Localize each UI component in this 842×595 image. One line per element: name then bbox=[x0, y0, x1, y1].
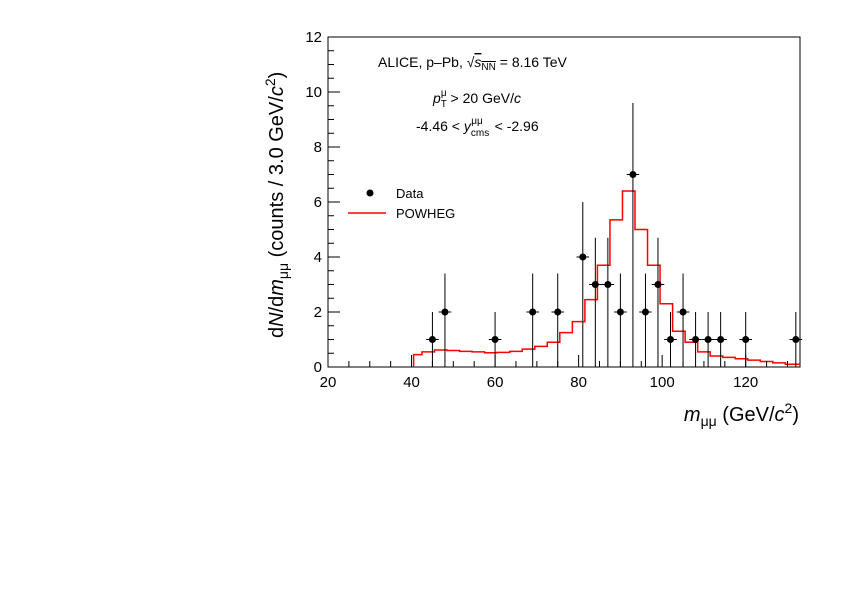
data-marker bbox=[654, 281, 662, 288]
data-point bbox=[601, 237, 615, 367]
data-point bbox=[639, 273, 652, 367]
data-points bbox=[426, 103, 803, 367]
data-point bbox=[426, 312, 439, 367]
plot-frame bbox=[327, 36, 801, 368]
data-marker bbox=[428, 336, 436, 343]
x-tick-label: 20 bbox=[320, 374, 337, 391]
annotation-line2: pTμ > 20 GeV/c bbox=[432, 88, 521, 110]
data-marker bbox=[604, 281, 612, 288]
legend-entry-data: Data bbox=[366, 186, 424, 201]
x-axis-title: mμμ (GeV/c2) bbox=[684, 400, 799, 429]
y-tick-label: 6 bbox=[314, 194, 322, 211]
data-marker bbox=[554, 308, 562, 316]
data-marker bbox=[616, 308, 624, 316]
data-marker bbox=[641, 308, 649, 316]
data-point bbox=[676, 273, 690, 367]
x-tick-label: 60 bbox=[487, 374, 504, 391]
y-tick-label: 4 bbox=[314, 249, 322, 266]
annotation-line3: -4.46 < ycmsμμ < -2.96 bbox=[416, 116, 539, 139]
legend: Data POWHEG bbox=[348, 186, 455, 221]
data-marker bbox=[591, 281, 599, 288]
data-marker bbox=[679, 308, 687, 316]
x-tick-label: 40 bbox=[403, 374, 420, 391]
data-point bbox=[789, 312, 803, 367]
annotation-block: ALICE, p–Pb, √sNN = 8.16 TeV pTμ > 20 Ge… bbox=[378, 54, 567, 139]
powheg-histogram bbox=[412, 190, 800, 367]
data-point bbox=[526, 273, 539, 367]
powheg-step-line bbox=[412, 190, 800, 367]
data-point bbox=[576, 202, 590, 367]
data-marker bbox=[667, 336, 675, 343]
data-point bbox=[589, 237, 602, 367]
x-tick-label: 80 bbox=[570, 374, 587, 391]
data-point bbox=[651, 237, 665, 367]
data-point bbox=[664, 312, 677, 367]
data-point bbox=[701, 312, 715, 367]
y-axis-title: dN/dmμμ (counts / 3.0 GeV/c2) bbox=[262, 72, 291, 338]
legend-entry-powheg: POWHEG bbox=[348, 206, 455, 221]
data-point bbox=[714, 312, 727, 367]
data-marker bbox=[491, 336, 499, 343]
x-axis: 20 40 60 80 100 120 bbox=[320, 355, 788, 391]
data-marker bbox=[629, 171, 637, 178]
data-point bbox=[551, 273, 564, 367]
data-marker bbox=[529, 308, 537, 316]
y-tick-label: 10 bbox=[305, 84, 322, 101]
x-tick-label: 120 bbox=[733, 374, 758, 391]
data-marker bbox=[692, 336, 700, 343]
y-tick-label: 2 bbox=[314, 304, 322, 321]
data-marker bbox=[742, 336, 750, 343]
y-tick-label: 0 bbox=[314, 359, 322, 376]
x-tick-label: 100 bbox=[650, 374, 675, 391]
legend-label-data: Data bbox=[396, 186, 424, 201]
data-marker bbox=[717, 336, 725, 343]
data-point bbox=[626, 103, 640, 367]
data-marker bbox=[441, 308, 449, 316]
data-marker bbox=[704, 336, 712, 343]
y-tick-label: 12 bbox=[305, 29, 322, 46]
plot-area bbox=[327, 36, 801, 368]
legend-label-powheg: POWHEG bbox=[396, 206, 455, 221]
data-marker bbox=[792, 336, 800, 343]
data-point bbox=[689, 312, 702, 367]
data-marker bbox=[579, 253, 587, 261]
annotation-line1: ALICE, p–Pb, √sNN = 8.16 TeV bbox=[378, 54, 567, 73]
y-axis: 0 2 4 6 8 10 12 bbox=[305, 29, 340, 376]
y-tick-label: 8 bbox=[314, 139, 322, 156]
data-point bbox=[438, 273, 452, 367]
legend-marker-data bbox=[366, 189, 374, 197]
data-point bbox=[614, 273, 627, 367]
